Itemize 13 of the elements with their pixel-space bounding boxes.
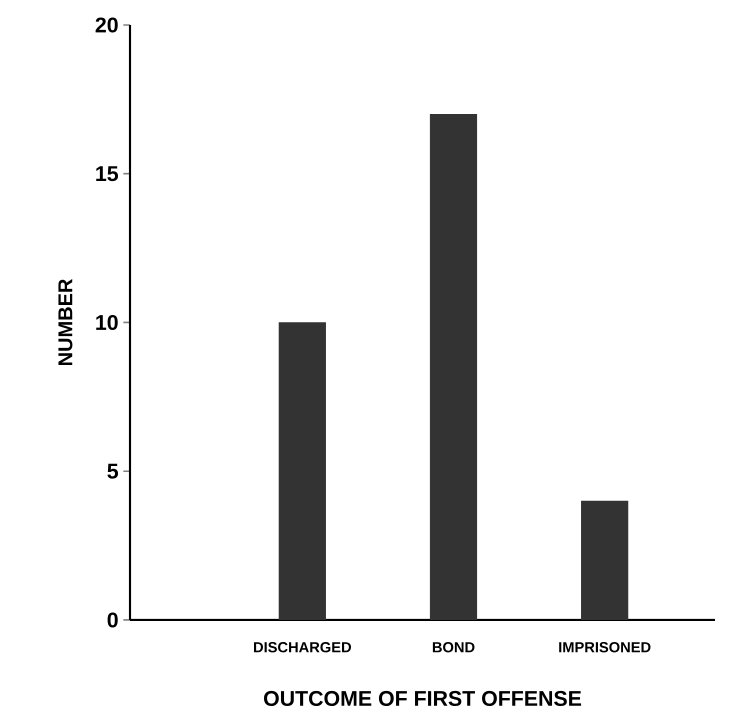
y-tick-label: 20 (96, 17, 118, 33)
x-tick-label: DISCHARGED (254, 642, 352, 652)
bar (278, 322, 326, 620)
y-tick-label: 5 (107, 464, 118, 479)
x-tick-label: IMPRISONED (559, 642, 650, 652)
y-tick-label: 10 (96, 314, 118, 330)
x-tick-label: BOND (432, 642, 474, 652)
bar (430, 114, 478, 620)
bar (581, 500, 628, 620)
y-tick-label: 15 (96, 166, 118, 182)
y-axis-title: NUMBER (58, 279, 72, 366)
x-axis-title: OUTCOME OF FIRST OFFENSE (264, 690, 582, 706)
y-tick-label: 0 (108, 612, 118, 628)
